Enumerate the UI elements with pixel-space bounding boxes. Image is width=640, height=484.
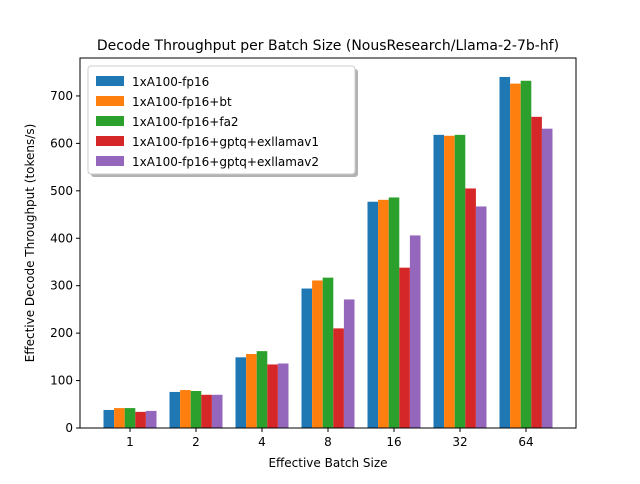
bar: [531, 116, 542, 428]
bar: [135, 411, 146, 428]
bar: [433, 134, 445, 428]
legend-label: 1xA100-fp16+bt: [132, 95, 232, 109]
bar: [235, 357, 247, 428]
x-tick-label: 64: [518, 435, 533, 449]
legend-swatch: [96, 96, 124, 106]
bar: [399, 267, 410, 428]
bar: [454, 134, 466, 428]
bar: [201, 394, 212, 428]
bar: [465, 188, 476, 428]
bar: [277, 363, 289, 428]
bar: [124, 408, 136, 428]
bar: [475, 206, 487, 428]
bar: [169, 391, 181, 428]
y-tick-label: 100: [50, 374, 73, 388]
y-tick-label: 700: [50, 89, 73, 103]
bar: [312, 280, 323, 428]
bar: [145, 410, 157, 428]
bar: [301, 288, 313, 428]
legend-box: [87, 65, 356, 175]
x-tick-label: 16: [386, 435, 401, 449]
bar: [114, 408, 125, 428]
bar: [388, 197, 400, 428]
legend-label: 1xA100-fp16: [132, 75, 209, 89]
x-tick-label: 1: [126, 435, 134, 449]
bar: [343, 299, 355, 428]
x-axis-title: Effective Batch Size: [268, 456, 387, 470]
plot-frame: [79, 57, 577, 429]
y-axis: 0 100 200 300 400 500 600 700: [50, 89, 80, 435]
legend-label: 1xA100-fp16+gptq+exllamav1: [132, 135, 319, 149]
legend-label: 1xA100-fp16+fa2: [132, 115, 239, 129]
bar: [510, 83, 521, 429]
bar: [378, 199, 389, 428]
bars-group: [103, 76, 553, 429]
x-axis: 1 2 4 8 16 32 64: [126, 428, 534, 449]
bar: [180, 390, 191, 428]
bar: [541, 128, 553, 428]
y-tick-label: 500: [50, 184, 73, 198]
y-tick-label: 600: [50, 136, 73, 150]
bar: [333, 328, 344, 428]
legend-label: 1xA100-fp16+gptq+exllamav2: [132, 155, 319, 169]
x-tick-label: 8: [324, 435, 332, 449]
y-axis-title: Effective Decode Throughput (tokens/s): [23, 124, 37, 363]
legend-swatch: [96, 156, 124, 166]
y-tick-label: 0: [65, 421, 73, 435]
bar: [267, 364, 278, 428]
bar: [211, 394, 223, 428]
legend-swatch: [96, 76, 124, 86]
y-tick-label: 400: [50, 231, 73, 245]
bar: [322, 277, 334, 428]
y-tick-label: 200: [50, 326, 73, 340]
x-tick-label: 32: [452, 435, 467, 449]
legend: 1xA100-fp16 1xA100-fp16+bt 1xA100-fp16+fa2…: [87, 65, 358, 177]
x-tick-label: 2: [192, 435, 200, 449]
bar: [246, 354, 257, 428]
y-tick-label: 300: [50, 279, 73, 293]
legend-swatch: [96, 116, 124, 126]
bar: [520, 80, 532, 429]
bar: [499, 76, 511, 428]
bar: [190, 391, 202, 428]
chart-title: Decode Throughput per Batch Size (NousRe…: [97, 38, 559, 54]
bar: [256, 351, 268, 428]
bar: [409, 235, 421, 428]
x-tick-label: 4: [258, 435, 266, 449]
bar: [444, 135, 455, 429]
bar: [103, 409, 115, 428]
legend-swatch: [96, 136, 124, 146]
bar: [367, 201, 379, 428]
